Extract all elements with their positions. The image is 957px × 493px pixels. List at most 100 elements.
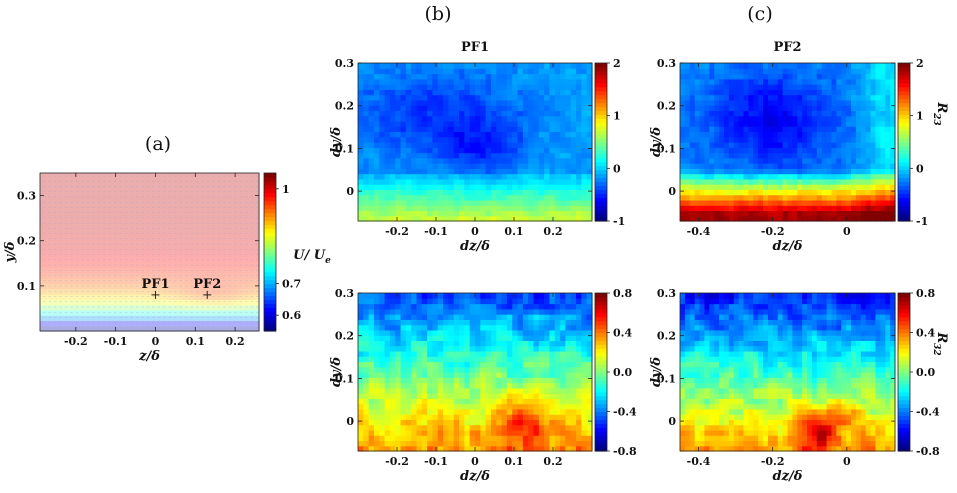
heatmap-cell — [115, 289, 121, 295]
heatmap-cell — [169, 299, 175, 305]
heatmap-cell — [724, 68, 729, 74]
heatmap-cell — [464, 100, 470, 106]
heatmap-cell — [496, 63, 502, 69]
heatmap-cell — [491, 142, 497, 148]
heatmap-cell — [470, 95, 476, 101]
heatmap-cell — [704, 205, 709, 211]
heatmap-cell — [145, 305, 151, 311]
heatmap-cell — [417, 158, 423, 164]
heatmap-cell — [534, 89, 540, 95]
heatmap-cell — [827, 105, 832, 111]
heatmap-cell — [729, 100, 734, 106]
heatmap-cell — [680, 79, 685, 85]
heatmap-cell — [719, 205, 724, 211]
heatmap-cell — [135, 268, 141, 274]
heatmap-cell — [831, 189, 836, 195]
heatmap-cell — [427, 126, 433, 132]
heatmap-cell — [60, 320, 66, 326]
heatmap-cell — [549, 158, 555, 164]
heatmap-cell — [65, 315, 71, 321]
heatmap-cell — [773, 116, 778, 122]
heatmap-cell — [401, 137, 407, 143]
heatmap-cell — [734, 126, 739, 132]
heatmap-cell — [783, 63, 788, 69]
colorbar-segment — [595, 95, 607, 100]
heatmap-cell — [496, 89, 502, 95]
heatmap-cell — [571, 126, 577, 132]
heatmap-cell — [422, 121, 428, 127]
heatmap-cell — [744, 84, 749, 90]
heatmap-cell — [105, 299, 111, 305]
heatmap-cell — [374, 147, 380, 153]
heatmap-cell — [239, 252, 245, 258]
heatmap-cell — [486, 158, 492, 164]
heatmap-cell — [169, 289, 175, 295]
heatmap-cell — [812, 168, 817, 174]
heatmap-cell — [783, 68, 788, 74]
heatmap-cell — [685, 100, 690, 106]
heatmap-cell — [443, 121, 449, 127]
heatmap-cell — [729, 110, 734, 116]
heatmap-cell — [581, 89, 587, 95]
heatmap-cell — [179, 278, 185, 284]
heatmap-cell — [385, 174, 391, 180]
heatmap-cell — [390, 100, 396, 106]
heatmap-cell — [812, 126, 817, 132]
heatmap-cell — [719, 74, 724, 80]
heatmap-cell — [827, 100, 832, 106]
heatmap-cell — [700, 68, 705, 74]
heatmap-cell — [700, 131, 705, 137]
colorbar-segment — [264, 173, 276, 178]
heatmap-cell — [831, 121, 836, 127]
heatmap-cell — [544, 153, 550, 159]
heatmap-cell — [491, 205, 497, 211]
heatmap-cell — [758, 168, 763, 174]
heatmap-cell — [55, 268, 61, 274]
heatmap-cell — [560, 195, 566, 201]
heatmap-cell — [709, 116, 714, 122]
heatmap-cell — [518, 68, 524, 74]
heatmap-cell — [788, 105, 793, 111]
heatmap-cell — [95, 241, 101, 247]
heatmap-cell — [565, 89, 571, 95]
heatmap-cell — [748, 200, 753, 206]
heatmap-cell — [807, 174, 812, 180]
heatmap-cell — [379, 205, 385, 211]
heatmap-cell — [802, 110, 807, 116]
heatmap-cell — [125, 278, 131, 284]
heatmap-cell — [560, 116, 566, 122]
heatmap-cell — [164, 310, 170, 316]
heatmap-cell — [502, 137, 508, 143]
heatmap-cell — [480, 205, 486, 211]
heatmap-cell — [385, 110, 391, 116]
heatmap-cell — [802, 142, 807, 148]
heatmap-cell — [75, 284, 81, 290]
heatmap-cell — [229, 289, 235, 295]
heatmap-cell — [690, 184, 695, 190]
heatmap-cell — [714, 116, 719, 122]
heatmap-cell — [85, 299, 91, 305]
heatmap-cell — [528, 205, 534, 211]
heatmap-cell — [512, 137, 518, 143]
heatmap-cell — [719, 174, 724, 180]
heatmap-cell — [234, 241, 240, 247]
heatmap-cell — [385, 116, 391, 122]
heatmap-cell — [512, 153, 518, 159]
heatmap-cell — [411, 158, 417, 164]
heatmap-cell — [812, 184, 817, 190]
heatmap-cell — [179, 289, 185, 295]
heatmap-cell — [724, 189, 729, 195]
heatmap-cell — [385, 126, 391, 132]
heatmap-cell — [470, 68, 476, 74]
heatmap-cell — [406, 84, 412, 90]
heatmap-cell — [443, 84, 449, 90]
heatmap-cell — [836, 153, 841, 159]
heatmap-cell — [539, 147, 545, 153]
heatmap-cell — [512, 174, 518, 180]
heatmap-cell — [438, 84, 444, 90]
heatmap-cell — [40, 310, 46, 316]
heatmap-cell — [491, 210, 497, 216]
heatmap-cell — [454, 100, 460, 106]
heatmap-cell — [80, 247, 86, 253]
heatmap-cell — [105, 273, 111, 279]
